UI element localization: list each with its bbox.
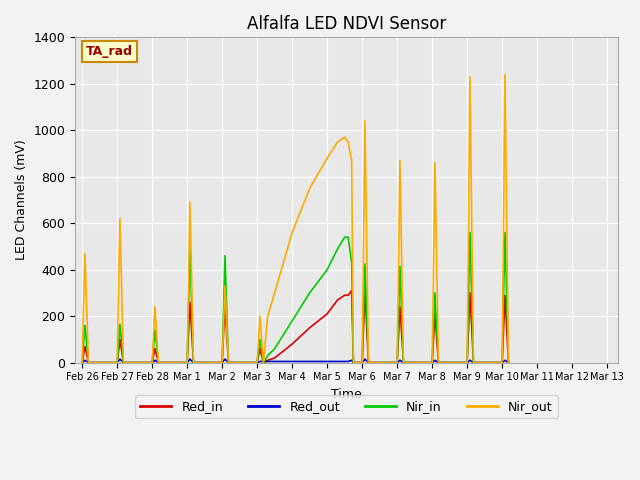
Text: TA_rad: TA_rad: [86, 45, 133, 58]
Legend: Red_in, Red_out, Nir_in, Nir_out: Red_in, Red_out, Nir_in, Nir_out: [135, 395, 557, 418]
X-axis label: Time: Time: [331, 388, 362, 401]
Y-axis label: LED Channels (mV): LED Channels (mV): [15, 140, 28, 260]
Title: Alfalfa LED NDVI Sensor: Alfalfa LED NDVI Sensor: [247, 15, 446, 33]
